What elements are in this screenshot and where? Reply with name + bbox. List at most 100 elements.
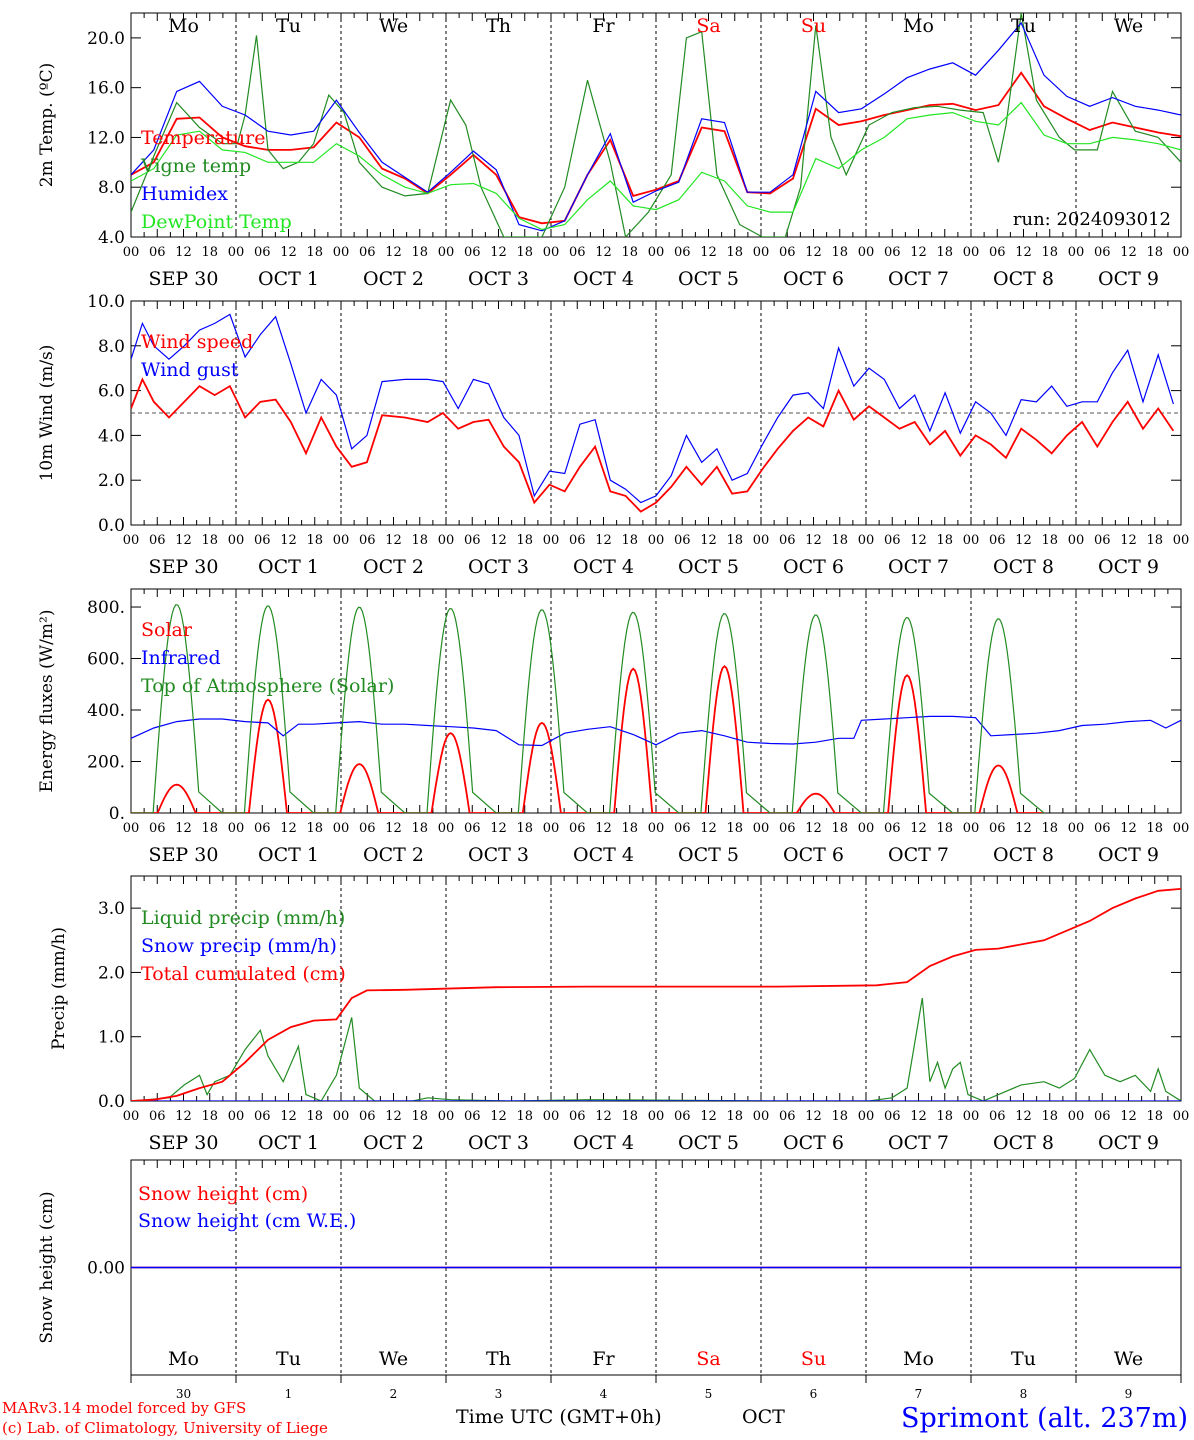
hour-tick-label: 00 bbox=[123, 1109, 140, 1124]
hour-tick-label: 00 bbox=[438, 533, 455, 548]
hour-tick-label: 12 bbox=[280, 821, 297, 836]
date-label: OCT 1 bbox=[258, 556, 319, 578]
series-line-humidex bbox=[131, 21, 1181, 232]
hour-tick-label: 12 bbox=[175, 245, 192, 260]
hour-tick-label: 18 bbox=[201, 1109, 218, 1124]
hour-tick-label: 18 bbox=[1041, 1109, 1058, 1124]
legend-entry: Top of Atmosphere (Solar) bbox=[141, 675, 394, 697]
hour-tick-label: 12 bbox=[595, 1109, 612, 1124]
hour-tick-label: 00 bbox=[228, 245, 245, 260]
y-tick-label: 2.0 bbox=[98, 471, 125, 491]
date-label: OCT 9 bbox=[1098, 268, 1159, 290]
series-line-dewpoint-temp bbox=[131, 101, 1181, 231]
hour-tick-label: 18 bbox=[621, 533, 638, 548]
date-label: OCT 4 bbox=[573, 268, 634, 290]
y-tick-label: 2.0 bbox=[98, 963, 125, 983]
hour-tick-label: 18 bbox=[621, 1109, 638, 1124]
y-tick-label: 1.0 bbox=[98, 1028, 125, 1048]
hour-tick-label: 06 bbox=[674, 245, 691, 260]
hour-tick-label: 18 bbox=[936, 533, 953, 548]
y-tick-label: 400. bbox=[87, 701, 125, 721]
hour-tick-label: 00 bbox=[1068, 821, 1085, 836]
hour-tick-label: 06 bbox=[989, 245, 1006, 260]
hour-tick-label: 18 bbox=[516, 1109, 533, 1124]
day-number: 4 bbox=[600, 1387, 608, 1401]
hour-tick-label: 12 bbox=[910, 821, 927, 836]
hour-tick-label: 12 bbox=[490, 533, 507, 548]
day-number: 2 bbox=[390, 1387, 398, 1401]
hour-tick-label: 18 bbox=[411, 245, 428, 260]
hour-tick-label: 12 bbox=[1120, 245, 1137, 260]
hour-tick-label: 12 bbox=[910, 1109, 927, 1124]
hour-tick-label: 06 bbox=[359, 1109, 376, 1124]
hour-tick-label: 06 bbox=[779, 821, 796, 836]
day-name: We bbox=[379, 1348, 408, 1370]
day-number: 30 bbox=[176, 1387, 191, 1401]
hour-tick-label: 12 bbox=[385, 1109, 402, 1124]
date-label: OCT 1 bbox=[258, 268, 319, 290]
date-label: OCT 2 bbox=[363, 1132, 424, 1154]
hour-tick-label: 12 bbox=[805, 1109, 822, 1124]
hour-tick-label: 00 bbox=[228, 533, 245, 548]
hour-tick-label: 06 bbox=[1094, 533, 1111, 548]
date-label: OCT 9 bbox=[1098, 1132, 1159, 1154]
date-label: OCT 3 bbox=[468, 556, 529, 578]
date-label: OCT 7 bbox=[888, 844, 949, 866]
hour-tick-label: 00 bbox=[1173, 533, 1190, 548]
hour-tick-label: 06 bbox=[989, 533, 1006, 548]
date-label: OCT 8 bbox=[993, 1132, 1054, 1154]
hour-tick-label: 18 bbox=[621, 821, 638, 836]
date-label: SEP 30 bbox=[149, 556, 219, 578]
hour-tick-label: 00 bbox=[438, 1109, 455, 1124]
hour-tick-label: 00 bbox=[858, 821, 875, 836]
hour-tick-label: 06 bbox=[569, 533, 586, 548]
date-label: OCT 2 bbox=[363, 844, 424, 866]
date-label: OCT 2 bbox=[363, 556, 424, 578]
date-label: OCT 9 bbox=[1098, 556, 1159, 578]
hour-tick-label: 00 bbox=[228, 1109, 245, 1124]
hour-tick-label: 18 bbox=[516, 533, 533, 548]
hour-tick-label: 18 bbox=[201, 821, 218, 836]
hour-tick-label: 06 bbox=[884, 533, 901, 548]
date-label: OCT 4 bbox=[573, 1132, 634, 1154]
hour-tick-label: 00 bbox=[858, 533, 875, 548]
hour-tick-label: 18 bbox=[306, 533, 323, 548]
hour-tick-label: 06 bbox=[989, 821, 1006, 836]
y-tick-label: 800. bbox=[87, 598, 125, 618]
series-line-total-cumulated-cm- bbox=[131, 888, 1181, 1101]
date-label: OCT 7 bbox=[888, 556, 949, 578]
series-line-infrared bbox=[131, 715, 1181, 747]
hour-tick-label: 12 bbox=[490, 1109, 507, 1124]
date-label: OCT 8 bbox=[993, 268, 1054, 290]
date-label: OCT 1 bbox=[258, 844, 319, 866]
hour-tick-label: 18 bbox=[201, 533, 218, 548]
series-line-vigne-temp bbox=[131, 13, 1181, 237]
hour-tick-label: 00 bbox=[228, 821, 245, 836]
hour-tick-label: 00 bbox=[1173, 1109, 1190, 1124]
day-name: Sa bbox=[696, 1348, 720, 1370]
hour-tick-label: 00 bbox=[543, 821, 560, 836]
hour-tick-label: 12 bbox=[1015, 533, 1032, 548]
legend-entry: Snow height (cm) bbox=[138, 1183, 308, 1205]
date-label: SEP 30 bbox=[149, 844, 219, 866]
hour-tick-label: 00 bbox=[753, 533, 770, 548]
legend-entry: Snow precip (mm/h) bbox=[141, 935, 337, 957]
hour-tick-label: 18 bbox=[831, 533, 848, 548]
hour-tick-label: 00 bbox=[438, 245, 455, 260]
day-name: Sa bbox=[696, 15, 720, 37]
hour-tick-label: 06 bbox=[464, 1109, 481, 1124]
hour-tick-label: 06 bbox=[674, 821, 691, 836]
hour-tick-label: 18 bbox=[1146, 245, 1163, 260]
hour-tick-label: 18 bbox=[411, 533, 428, 548]
hour-tick-label: 00 bbox=[543, 1109, 560, 1124]
hour-tick-label: 12 bbox=[1120, 1109, 1137, 1124]
y-tick-label: 3.0 bbox=[98, 899, 125, 919]
footer-time-label: Time UTC (GMT+0h) bbox=[456, 1406, 662, 1428]
hour-tick-label: 00 bbox=[648, 245, 665, 260]
hour-tick-label: 12 bbox=[910, 245, 927, 260]
legend-entry: Solar bbox=[141, 619, 193, 641]
hour-tick-label: 18 bbox=[1146, 533, 1163, 548]
hour-tick-label: 00 bbox=[543, 533, 560, 548]
y-axis-label: 10m Wind (m/s) bbox=[37, 345, 57, 482]
